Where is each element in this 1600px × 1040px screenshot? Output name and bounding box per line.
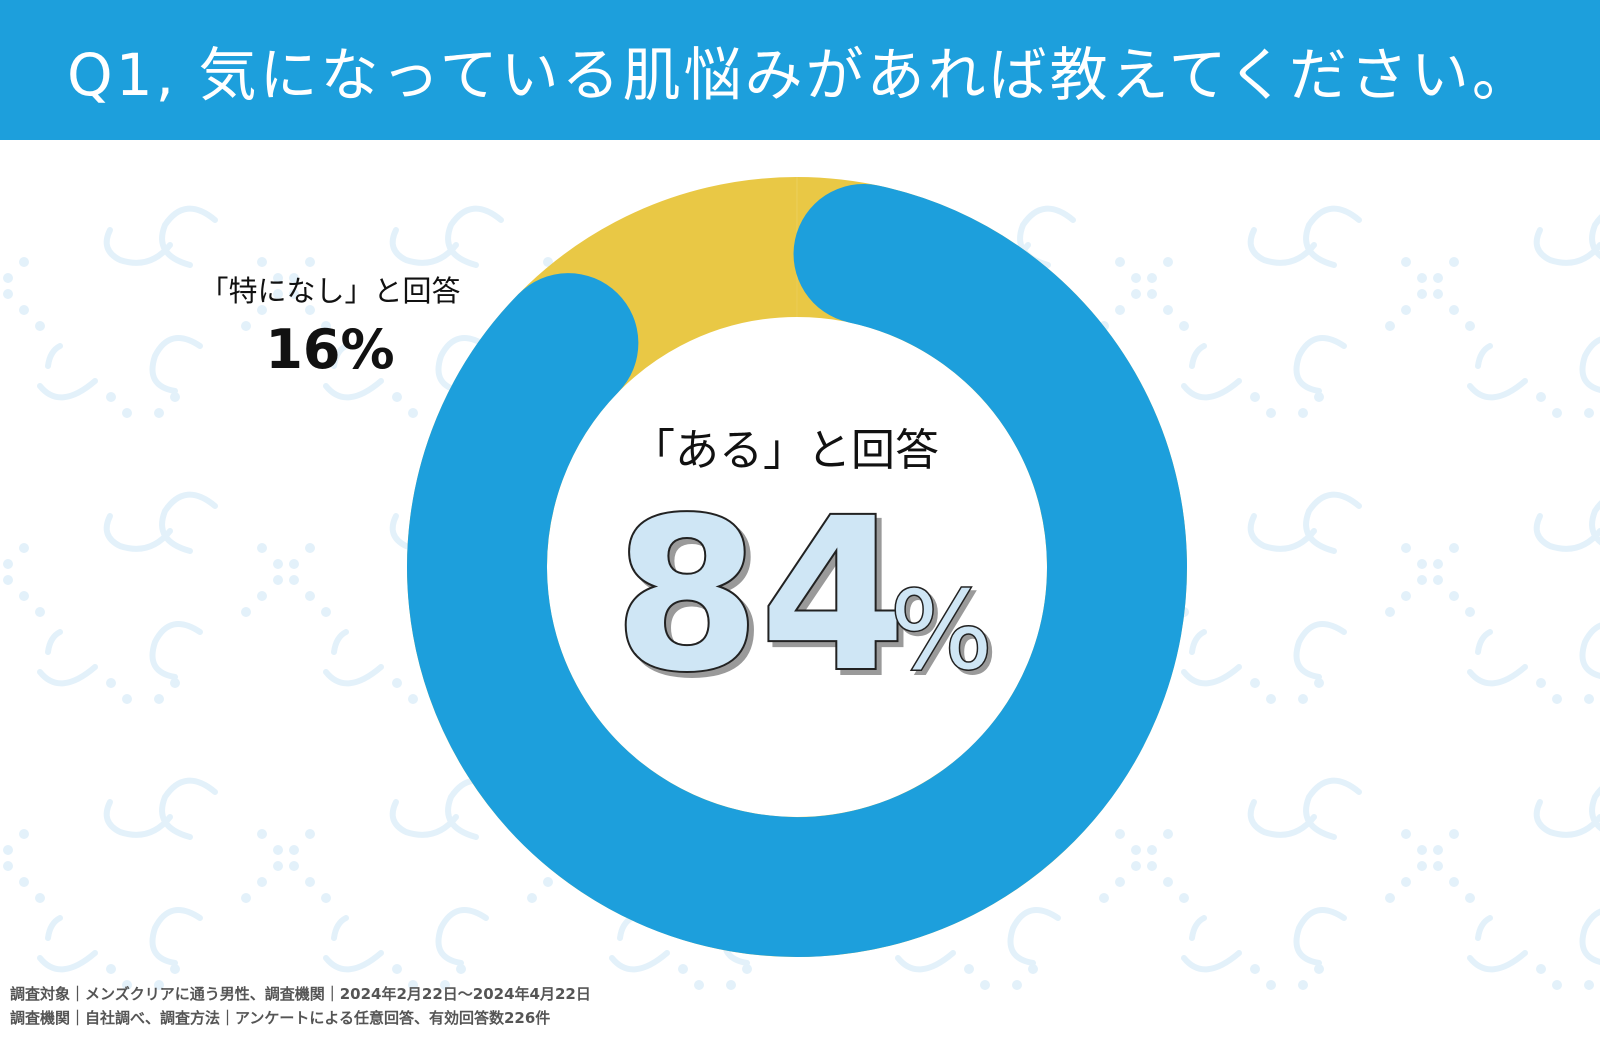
donut-center bbox=[547, 317, 1047, 817]
header-bar: Q1, 気になっている肌悩みがあれば教えてください。 bbox=[0, 0, 1600, 140]
answer-yes-caption: 「ある」と回答 bbox=[631, 425, 939, 476]
donut-slice-yes bbox=[407, 183, 1187, 957]
footnote-line-1: 調査対象｜メンズクリアに通う男性、調査機関｜2024年2月22日〜2024年4月… bbox=[10, 985, 591, 1003]
survey-footnote: 調査対象｜メンズクリアに通う男性、調査機関｜2024年2月22日〜2024年4月… bbox=[10, 982, 591, 1030]
answer-yes-value: 84 bbox=[614, 473, 906, 718]
answer-none-label: 「特になし」と回答 16% bbox=[175, 268, 485, 381]
answer-none-caption: 「特になし」と回答 bbox=[199, 274, 461, 308]
answer-none-value: 16% bbox=[265, 318, 395, 381]
footnote-line-2: 調査機関｜自社調べ、調査方法｜アンケートによる任意回答、有効回答数226件 bbox=[10, 1009, 551, 1027]
answer-yes-unit: % bbox=[890, 569, 993, 694]
question-title: Q1, 気になっている肌悩みがあれば教えてください。 bbox=[67, 41, 1533, 109]
